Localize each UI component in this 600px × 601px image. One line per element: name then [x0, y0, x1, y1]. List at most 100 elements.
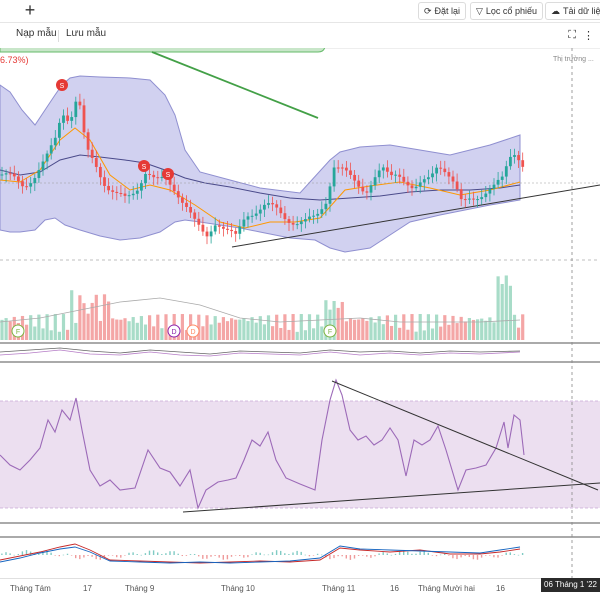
download-data-button[interactable]: ☁ Tải dữ liệ [545, 2, 600, 20]
macd-bar [169, 551, 171, 555]
volume-bar [373, 322, 377, 340]
volume-bar [25, 324, 29, 340]
macd-bar [107, 555, 110, 556]
volume-bar [254, 322, 258, 340]
macd-bar [50, 552, 52, 555]
volume-bar [234, 319, 238, 340]
candle-body [131, 193, 135, 196]
candle-body [115, 191, 119, 194]
candle-body [144, 173, 147, 184]
candle-body [156, 177, 160, 179]
volume-bar [217, 322, 221, 340]
event-marker-d[interactable]: D [186, 324, 200, 338]
candle-body [496, 179, 500, 185]
volume-bar [476, 319, 480, 340]
filter-icon: ▽ [476, 6, 483, 16]
volume-bar [230, 318, 234, 340]
time-axis[interactable]: Tháng Tám 17 Tháng 9 Tháng 10 Tháng 11 1… [0, 578, 600, 601]
volume-bar [377, 316, 381, 340]
macd-bar [480, 555, 483, 558]
macd-bar [509, 552, 511, 555]
candle-body [111, 190, 115, 192]
candle-body [476, 199, 479, 201]
candle-body [361, 186, 365, 192]
candle-body [488, 188, 492, 194]
volume-bar [385, 315, 389, 340]
macd-bar [435, 555, 438, 557]
candle-body [320, 209, 324, 214]
more-options-icon[interactable]: ⋮ [583, 30, 594, 42]
candle-body [49, 145, 53, 154]
macd-bar [251, 554, 253, 556]
volume-bar [86, 313, 90, 340]
candle-body [328, 186, 332, 204]
load-template-button[interactable]: Nạp mẫu [16, 28, 57, 39]
macd-bar [38, 553, 40, 555]
candle-body [336, 167, 340, 169]
macd-bar [181, 555, 183, 557]
macd-bar [173, 551, 175, 555]
volume-bar [242, 318, 246, 340]
macd-bar [111, 555, 114, 556]
candle-body [480, 197, 484, 200]
candle-body [127, 195, 131, 197]
save-template-button[interactable]: Lưu mẫu [66, 28, 107, 39]
macd-bar [91, 555, 93, 557]
volume-bar [357, 319, 361, 340]
macd-bar [505, 552, 507, 555]
event-marker-f[interactable]: F [323, 324, 337, 338]
macd-bar [304, 554, 306, 556]
macd-bar [493, 555, 495, 558]
volume-bar [275, 314, 279, 340]
candle-body [205, 231, 209, 237]
candle-body [427, 177, 430, 180]
svg-text:D: D [190, 329, 195, 336]
event-marker-f[interactable]: F [11, 324, 25, 338]
fullscreen-icon[interactable]: ⛶ [568, 29, 576, 41]
price-trendline[interactable] [231, 184, 600, 248]
candle-body [390, 171, 393, 176]
volume-bar [29, 315, 33, 340]
macd-bar [349, 555, 352, 560]
macd-bar [415, 553, 417, 555]
volume-bar [258, 316, 262, 340]
macd-bar [521, 553, 524, 555]
svg-text:S: S [60, 83, 65, 90]
rsi-resistance-trendline[interactable] [331, 380, 599, 491]
rsi-support-trendline[interactable] [182, 482, 600, 513]
candlesticks [0, 93, 525, 245]
volume-bar [119, 319, 123, 340]
rsi-band [0, 401, 600, 508]
drawing-box[interactable] [0, 48, 326, 53]
reset-button[interactable]: ⟳ Đặt lại [418, 2, 467, 20]
volume-bar [459, 316, 463, 340]
macd-bar [333, 555, 335, 559]
candle-body [353, 174, 356, 181]
event-marker-d[interactable]: D [167, 324, 181, 338]
volume-bar [291, 314, 295, 340]
macd-bar [95, 555, 97, 560]
signal-marker-s[interactable]: S [56, 79, 68, 91]
macd-bar [259, 552, 261, 555]
volume-bar [33, 326, 37, 340]
macd-bar [419, 551, 421, 555]
signal-marker-s[interactable]: S [162, 168, 174, 180]
download-data-label: Tải dữ liệ [563, 6, 600, 16]
crosshair-date-label: 06 Tháng 1 '22 [541, 578, 600, 592]
macd-bar [198, 555, 200, 557]
green-trendline[interactable] [151, 51, 319, 119]
x-axis-label: Tháng Tám [10, 584, 51, 593]
stock-filter-button[interactable]: ▽ Lọc cổ phiếu [470, 2, 543, 20]
macd-bar [337, 555, 339, 557]
volume-bar [287, 329, 291, 340]
candle-body [398, 174, 402, 177]
candle-body [29, 183, 33, 187]
signal-marker-s[interactable]: S [138, 160, 150, 172]
candle-body [369, 185, 373, 193]
chart-canvas[interactable]: S S S F D D F [0, 48, 600, 578]
macd-bar [189, 554, 192, 555]
add-tab-button[interactable]: + [24, 0, 36, 20]
macd-bar [70, 555, 73, 556]
volume-bar [430, 328, 435, 340]
macd-bar [456, 555, 458, 560]
